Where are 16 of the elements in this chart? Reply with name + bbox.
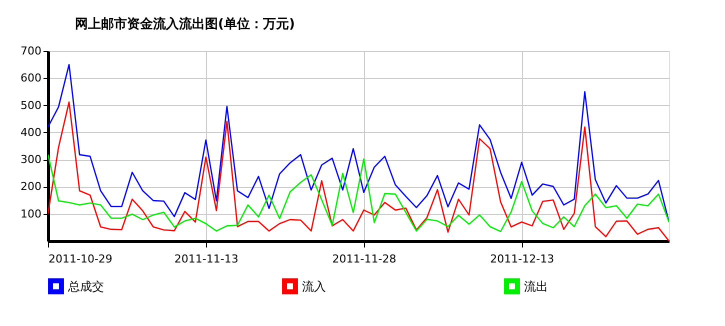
y-tick-label: 600 — [20, 72, 42, 85]
y-tick-label: 300 — [20, 153, 42, 166]
legend-label: 流出 — [524, 279, 548, 294]
y-tick-label: 400 — [20, 126, 42, 139]
line-series — [48, 154, 669, 232]
x-tick-label: 2011-11-28 — [332, 252, 396, 266]
legend-label: 流入 — [302, 279, 326, 294]
chart-title: 网上邮市资金流入流出图(单位：万元) — [75, 16, 295, 32]
x-tick-label: 2011-10-29 — [48, 252, 112, 266]
y-tick-label: 500 — [20, 98, 42, 112]
y-tick-label: 200 — [20, 180, 42, 194]
x-tick-label: 2011-12-13 — [490, 252, 554, 266]
y-tick-label: 100 — [20, 207, 42, 220]
x-tick-label: 2011-11-13 — [174, 252, 238, 266]
y-tick-label: 700 — [20, 44, 42, 58]
legend-label: 总成交 — [67, 279, 104, 294]
